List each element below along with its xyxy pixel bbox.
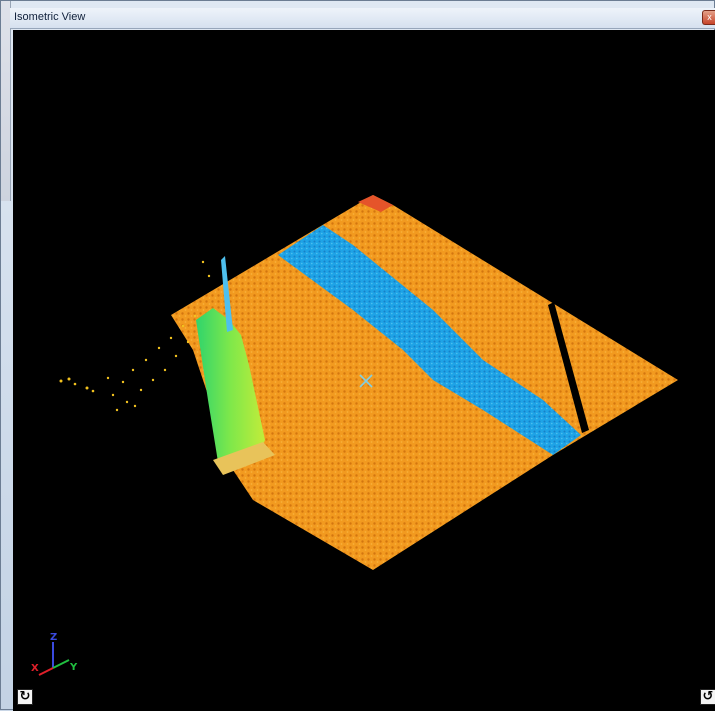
pillar-object [196,308,265,468]
water-band [278,225,581,455]
dark-edge-line [548,302,589,433]
window-title: Isometric View [14,11,86,23]
axis-x-label: X [31,663,39,674]
rotate-view-icon: ↻ [19,689,31,704]
pan-view-button[interactable]: ↺ [700,689,715,705]
axis-z-label: Z [50,632,57,643]
axis-triad: Z Y X [31,632,78,676]
pillar-base [213,442,275,475]
pan-view-icon: ↺ [702,689,714,704]
axis-y-label: Y [69,662,78,673]
isometric-viewport[interactable]: Z Y X ↻ ↺ [13,30,715,711]
ground-surface [171,195,678,570]
rotate-view-button[interactable]: ↻ [17,689,33,705]
pillar-spike [221,256,233,332]
close-button[interactable]: x [702,10,715,25]
titlebar[interactable]: Isometric View x [10,8,715,29]
close-icon: x [707,12,712,22]
ridge-highlight [358,195,393,212]
point-cloud-canvas[interactable]: Z Y X [13,30,715,711]
side-strip [1,1,11,201]
x-marker-icon [359,374,373,388]
scatter-points [59,260,211,412]
